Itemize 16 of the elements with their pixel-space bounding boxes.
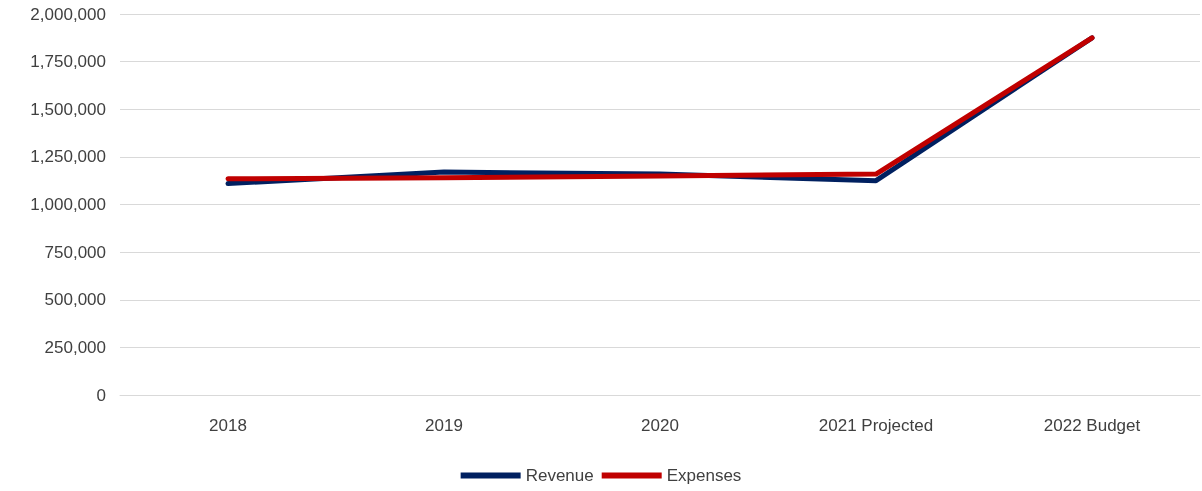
x-tick-label: 2018 (209, 416, 247, 435)
y-tick-label: 1,000,000 (30, 195, 106, 214)
y-tick-label: 250,000 (44, 337, 106, 357)
y-tick-label: 750,000 (44, 242, 106, 262)
x-tick-label: 2022 Budget (1043, 416, 1141, 435)
y-tick-label: 500,000 (44, 290, 106, 310)
y-tick-label: 2,000,000 (30, 4, 106, 24)
x-tick-label: 2021 Projected (818, 416, 934, 435)
legend-label: Expenses (666, 466, 742, 485)
y-tick-label: 0 (96, 385, 106, 405)
y-tick-label: 1,750,000 (30, 52, 106, 72)
legend-label: Revenue (525, 466, 594, 485)
y-tick-label: 1,500,000 (30, 99, 106, 119)
x-tick-label: 2020 (641, 416, 679, 435)
x-tick-label: 2019 (425, 416, 463, 435)
y-tick-label: 1,250,000 (30, 147, 106, 167)
